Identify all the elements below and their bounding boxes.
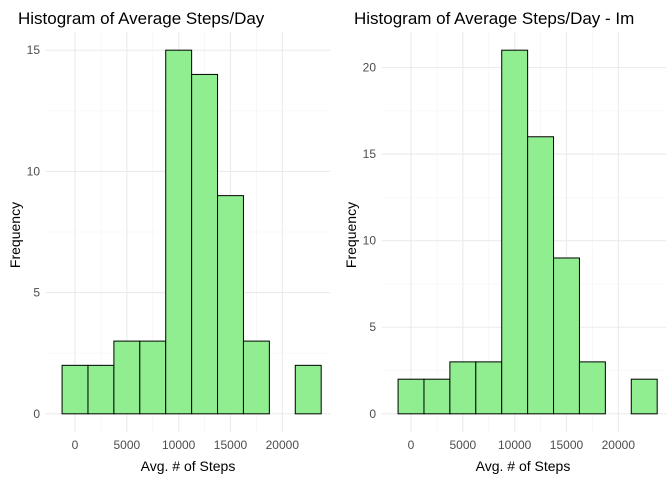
right-histogram-bar xyxy=(475,361,503,415)
right-y-tick-label: 5 xyxy=(369,320,376,334)
right-x-tick-label: 5000 xyxy=(449,438,476,452)
right-y-tick-label: 20 xyxy=(363,60,377,74)
right-y-tick-label: 10 xyxy=(363,234,377,248)
left-y-tick-label: 5 xyxy=(33,286,40,300)
left-histogram-bar xyxy=(165,49,193,415)
right-tick-labels: 0 5 10 15 20 0 5000 10000 15000 20000 xyxy=(363,60,636,452)
left-x-tick-label: 20000 xyxy=(266,438,300,452)
left-chart-title: Histogram of Average Steps/Day xyxy=(18,9,265,28)
left-histogram-bar xyxy=(217,195,244,415)
right-histogram-bar xyxy=(501,49,529,415)
right-histogram-bars xyxy=(397,49,658,415)
right-chart-title: Histogram of Average Steps/Day - Im xyxy=(354,9,634,28)
left-tick-labels: 0 5 10 15 0 5000 10000 15000 20000 xyxy=(27,43,300,452)
right-histogram-bar xyxy=(449,361,477,415)
right-y-tick-label: 15 xyxy=(363,147,377,161)
left-histogram-bar xyxy=(139,340,167,415)
left-histogram-bar xyxy=(61,364,89,415)
right-histogram-bar xyxy=(397,378,425,415)
right-x-tick-label: 0 xyxy=(408,438,415,452)
left-x-tick-label: 0 xyxy=(72,438,79,452)
right-histogram-bar xyxy=(630,378,658,415)
left-y-tick-label: 15 xyxy=(27,43,41,57)
left-y-axis-title: Frequency xyxy=(7,202,23,268)
left-x-tick-label: 5000 xyxy=(113,438,140,452)
left-y-tick-label: 10 xyxy=(27,164,41,178)
left-x-tick-label: 15000 xyxy=(214,438,248,452)
right-y-tick-label: 0 xyxy=(369,407,376,421)
left-histogram-bar xyxy=(242,340,270,415)
right-histogram-panel: 0 5 10 15 20 0 5000 10000 15000 20000 Histogram o… xyxy=(343,9,666,474)
right-histogram-bar xyxy=(423,378,451,415)
right-x-axis-title: Avg. # of Steps xyxy=(476,458,571,474)
left-histogram-bar xyxy=(113,340,141,415)
right-x-tick-label: 15000 xyxy=(550,438,584,452)
right-histogram-bar xyxy=(553,257,580,415)
left-histogram-bar xyxy=(191,73,219,415)
left-histogram-panel: 0 5 10 15 0 5000 10000 15000 20000 Histogram of … xyxy=(7,9,330,474)
left-histogram-bar xyxy=(87,364,115,415)
left-y-tick-label: 0 xyxy=(33,407,40,421)
right-histogram-bar xyxy=(578,361,606,415)
left-x-axis-title: Avg. # of Steps xyxy=(141,458,236,474)
right-x-tick-label: 10000 xyxy=(498,438,532,452)
right-y-axis-title: Frequency xyxy=(343,202,359,268)
left-x-tick-label: 10000 xyxy=(162,438,196,452)
left-histogram-bars xyxy=(61,49,322,415)
right-histogram-bar xyxy=(527,136,555,415)
left-histogram-bar xyxy=(294,364,322,415)
right-x-tick-label: 20000 xyxy=(602,438,636,452)
